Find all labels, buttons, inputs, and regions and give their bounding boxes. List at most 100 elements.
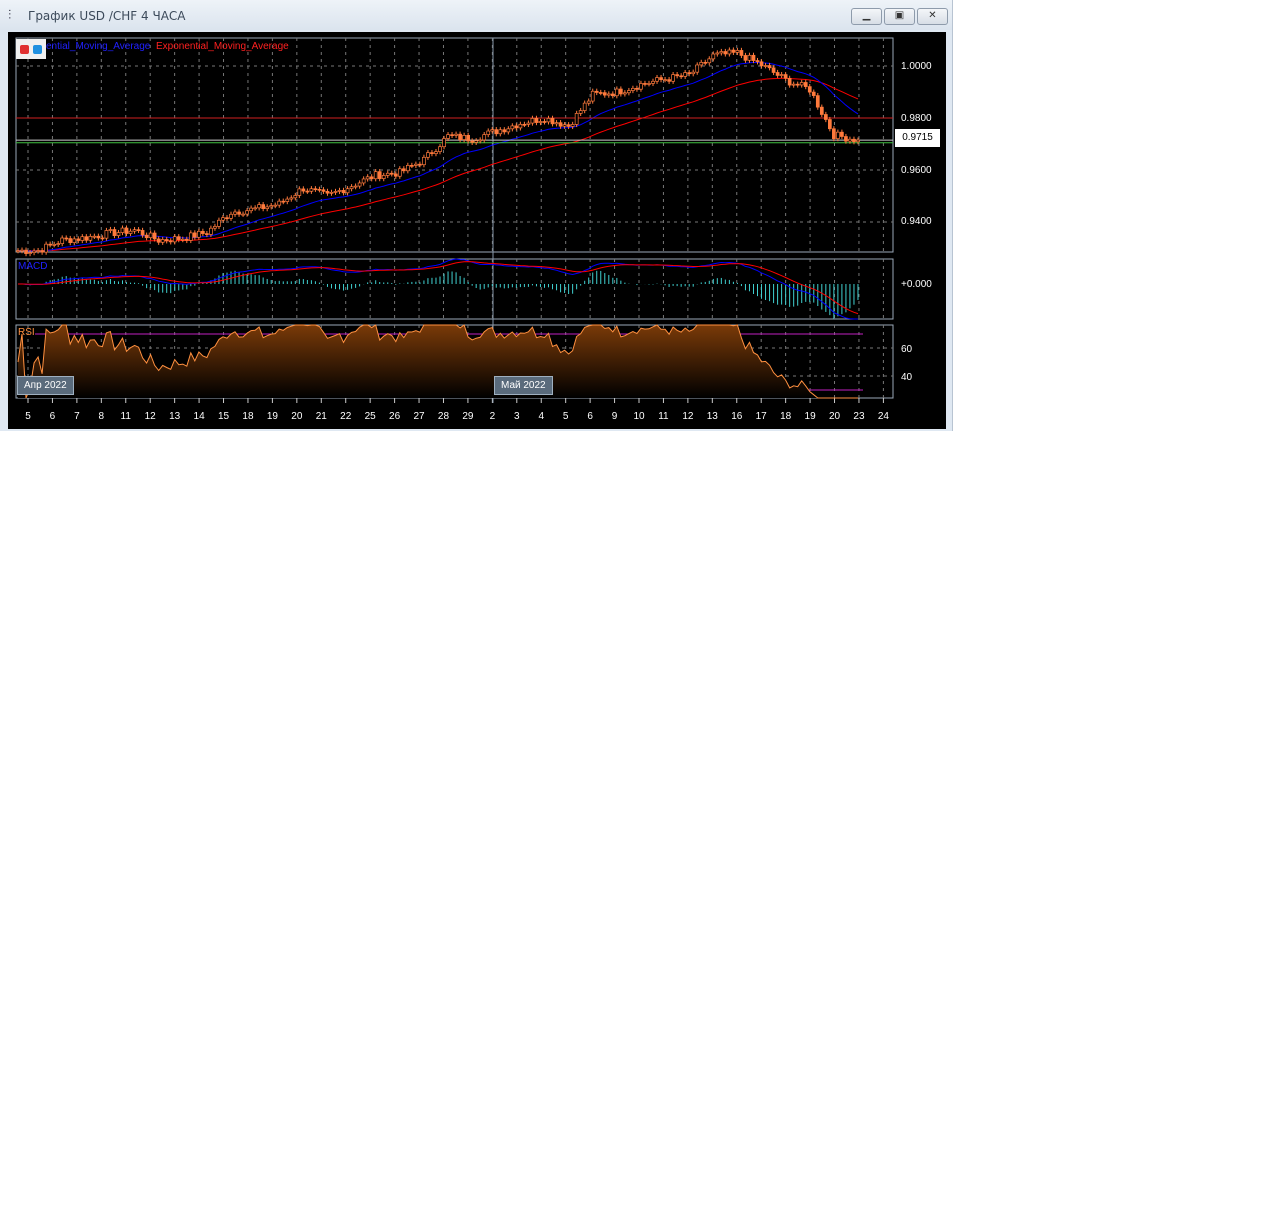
time-axis-label: 13 xyxy=(169,411,181,422)
candle-body xyxy=(108,229,113,231)
candle-body xyxy=(241,213,245,216)
candle-body xyxy=(582,102,587,111)
candle-body xyxy=(450,134,454,137)
candle-body xyxy=(180,238,185,241)
candle-body xyxy=(237,211,241,215)
candle-body xyxy=(426,152,430,158)
time-axis-label: 25 xyxy=(364,411,376,422)
candle-body xyxy=(24,249,28,254)
time-axis-label: 5 xyxy=(25,411,31,422)
candle-body xyxy=(635,87,639,90)
minimize-button[interactable]: ▁ xyxy=(851,8,882,25)
candle-body xyxy=(309,188,314,192)
candle-body xyxy=(221,217,225,221)
candle-body xyxy=(574,113,579,125)
candle-body xyxy=(156,238,161,243)
candle-body xyxy=(683,72,688,77)
time-axis-label: 10 xyxy=(633,411,645,422)
candle-body xyxy=(168,240,173,243)
time-axis-label: 11 xyxy=(120,411,131,422)
candle-body xyxy=(759,61,764,67)
candle-body xyxy=(140,230,145,236)
candle-body xyxy=(381,175,386,179)
candle-body xyxy=(152,232,157,240)
restore-button[interactable]: ▣ xyxy=(884,8,915,25)
candle-body xyxy=(253,207,257,210)
candle-body xyxy=(807,86,812,93)
candle-body xyxy=(458,133,462,140)
candle-body xyxy=(20,249,24,252)
candle-body xyxy=(269,205,274,208)
candle-body xyxy=(470,140,475,143)
candle-body xyxy=(172,236,177,243)
candle-body xyxy=(751,54,756,61)
candle-body xyxy=(333,191,338,193)
candle-body xyxy=(671,74,675,82)
current-price-label: 0.9715 xyxy=(895,129,940,147)
candle-body xyxy=(819,106,824,115)
candle-body xyxy=(763,65,768,67)
rsi-area xyxy=(18,325,858,398)
candle-body xyxy=(647,83,651,85)
candle-body xyxy=(245,210,249,215)
candle-body xyxy=(558,122,563,127)
candle-body xyxy=(586,100,591,104)
window-title: График USD /CHF 4 ЧАСА xyxy=(28,9,186,23)
candle-body xyxy=(731,49,736,53)
candle-body xyxy=(361,178,366,184)
candle-body xyxy=(723,51,728,55)
candle-body xyxy=(727,49,732,55)
candle-body xyxy=(96,235,101,239)
candle-body xyxy=(498,129,503,135)
candle-body xyxy=(76,238,81,241)
candle-body xyxy=(643,83,647,85)
candle-body xyxy=(703,61,708,64)
red-square-icon xyxy=(20,45,29,54)
price-label: 1.0000 xyxy=(901,61,932,72)
candle-body xyxy=(538,121,543,123)
candle-body xyxy=(598,92,603,94)
candle-body xyxy=(482,134,487,141)
candle-body xyxy=(405,165,410,172)
candle-body xyxy=(144,234,149,239)
close-button[interactable]: ✕ xyxy=(917,8,948,25)
time-axis-label: 12 xyxy=(144,411,156,422)
candle-body xyxy=(514,125,519,129)
time-axis-label: 18 xyxy=(780,411,792,422)
time-axis-label: 27 xyxy=(413,411,425,422)
candle-body xyxy=(775,72,780,76)
candle-body xyxy=(176,236,181,240)
chart-canvas[interactable] xyxy=(0,0,952,431)
candle-body xyxy=(719,51,724,54)
time-axis-label: 6 xyxy=(587,411,593,422)
blue-square-icon xyxy=(33,45,42,54)
candle-body xyxy=(72,238,77,243)
candle-body xyxy=(313,188,318,191)
time-axis-label: 20 xyxy=(291,411,303,422)
candle-body xyxy=(164,239,169,242)
time-axis-label: 8 xyxy=(98,411,105,422)
candle-body xyxy=(570,124,575,127)
time-axis-label: 28 xyxy=(437,411,450,422)
candle-body xyxy=(373,171,378,180)
candle-body xyxy=(639,83,643,90)
candle-body xyxy=(474,140,479,143)
candle-body xyxy=(233,211,237,215)
candle-body xyxy=(64,237,69,240)
price-label: 0.9400 xyxy=(901,216,932,227)
legend-color-box[interactable] xyxy=(16,39,46,59)
candle-body xyxy=(36,250,40,252)
candle-body xyxy=(675,74,679,77)
candle-body xyxy=(377,171,382,179)
candle-body xyxy=(385,172,390,176)
candle-body xyxy=(277,200,282,206)
candle-body xyxy=(217,219,221,227)
candle-body xyxy=(852,138,856,143)
candle-body xyxy=(229,213,233,219)
price-label: 0.9800 xyxy=(901,113,932,124)
candle-body xyxy=(249,207,253,212)
candle-body xyxy=(844,136,848,142)
macd-signal-line xyxy=(18,261,859,315)
candle-body xyxy=(695,64,700,73)
candle-body xyxy=(590,90,595,102)
